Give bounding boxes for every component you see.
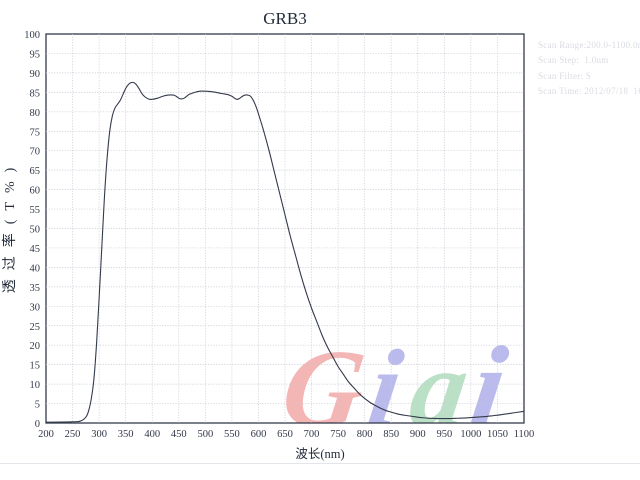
svg-text:400: 400 bbox=[144, 429, 160, 440]
svg-text:950: 950 bbox=[436, 429, 452, 440]
svg-text:70: 70 bbox=[30, 147, 41, 158]
svg-text:75: 75 bbox=[30, 127, 41, 138]
svg-text:1050: 1050 bbox=[487, 429, 508, 440]
svg-text:30: 30 bbox=[30, 302, 41, 313]
svg-text:800: 800 bbox=[357, 429, 373, 440]
svg-text:50: 50 bbox=[30, 225, 41, 236]
svg-text:45: 45 bbox=[30, 244, 41, 255]
svg-text:850: 850 bbox=[383, 429, 399, 440]
svg-text:55: 55 bbox=[30, 205, 41, 216]
svg-text:60: 60 bbox=[30, 186, 41, 197]
svg-text:1100: 1100 bbox=[514, 429, 535, 440]
svg-text:550: 550 bbox=[224, 429, 240, 440]
svg-text:500: 500 bbox=[197, 429, 213, 440]
svg-text:250: 250 bbox=[65, 429, 81, 440]
svg-text:40: 40 bbox=[30, 263, 41, 274]
svg-text:1000: 1000 bbox=[460, 429, 481, 440]
svg-text:200: 200 bbox=[38, 429, 54, 440]
svg-text:350: 350 bbox=[118, 429, 134, 440]
svg-text:600: 600 bbox=[251, 429, 267, 440]
svg-text:450: 450 bbox=[171, 429, 187, 440]
svg-text:25: 25 bbox=[30, 322, 41, 333]
svg-text:90: 90 bbox=[30, 69, 41, 80]
svg-text:85: 85 bbox=[30, 88, 41, 99]
svg-text:650: 650 bbox=[277, 429, 293, 440]
svg-text:100: 100 bbox=[24, 30, 40, 41]
svg-text:900: 900 bbox=[410, 429, 426, 440]
svg-text:0: 0 bbox=[35, 419, 40, 430]
svg-text:5: 5 bbox=[35, 400, 40, 411]
svg-text:95: 95 bbox=[30, 49, 41, 60]
svg-text:65: 65 bbox=[30, 166, 41, 177]
svg-text:35: 35 bbox=[30, 283, 41, 294]
svg-text:700: 700 bbox=[304, 429, 320, 440]
svg-text:750: 750 bbox=[330, 429, 346, 440]
svg-text:15: 15 bbox=[30, 361, 41, 372]
svg-text:10: 10 bbox=[30, 380, 41, 391]
svg-text:300: 300 bbox=[91, 429, 107, 440]
svg-text:20: 20 bbox=[30, 341, 41, 352]
svg-text:80: 80 bbox=[30, 108, 41, 119]
